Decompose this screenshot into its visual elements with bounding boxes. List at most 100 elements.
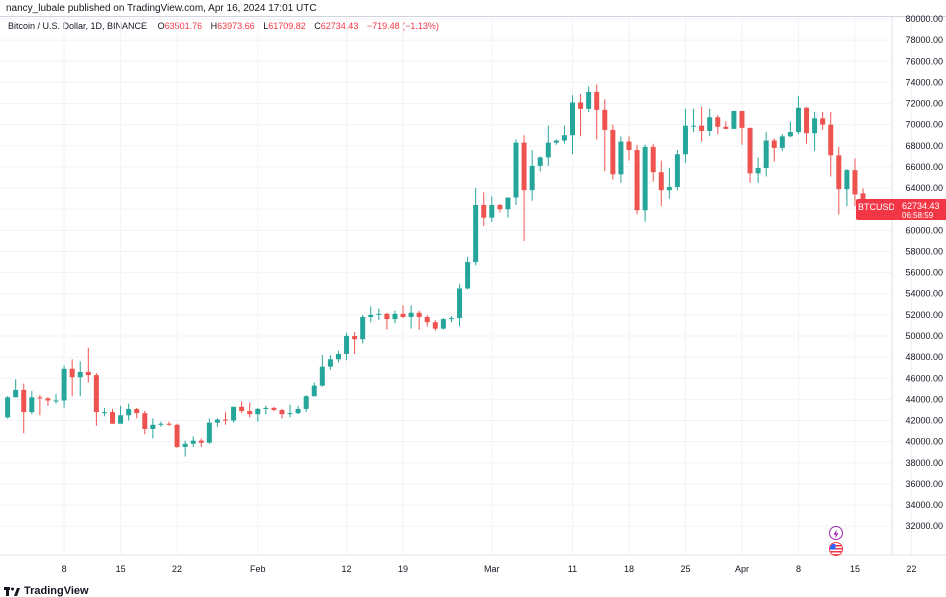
candle-body [158, 423, 164, 425]
candle-body [174, 424, 180, 447]
candle-body [101, 412, 107, 414]
price-tick-label: 52000.00 [905, 310, 943, 320]
candle-body [295, 408, 301, 414]
candle-body [682, 125, 688, 155]
time-tick-label: 22 [906, 564, 916, 574]
price-tick-label: 48000.00 [905, 352, 943, 362]
candle-body [400, 313, 406, 317]
header-divider [0, 16, 946, 17]
candle-body [497, 204, 503, 210]
candle-body [247, 411, 253, 415]
candle-body [771, 140, 777, 148]
candle-body [77, 371, 83, 378]
price-tick-label: 64000.00 [905, 183, 943, 193]
candle-body [142, 413, 148, 429]
footer-brand[interactable]: TradingView [24, 585, 89, 597]
candle-body [820, 118, 826, 125]
candle-body [287, 413, 293, 415]
candle-body [327, 359, 333, 367]
candle-body [440, 319, 446, 329]
candle-body [231, 406, 237, 421]
time-tick-label: 8 [796, 564, 801, 574]
candle-body [723, 126, 729, 129]
candle-body [271, 407, 277, 410]
price-tick-label: 56000.00 [905, 268, 943, 278]
price-tick-label: 74000.00 [905, 77, 943, 87]
candle-body [239, 406, 245, 412]
candle-body [513, 142, 519, 198]
candle-body [457, 288, 463, 319]
candle-body [610, 129, 616, 175]
candle-body [844, 170, 850, 190]
candle-body [860, 193, 866, 202]
candle-body [29, 397, 35, 413]
us-flag-icon[interactable] [829, 542, 843, 556]
candle-body [473, 204, 479, 263]
candle-body [739, 110, 745, 128]
close-value: 62734.43 [320, 21, 359, 31]
price-tick-label: 50000.00 [905, 331, 943, 341]
price-tick-label: 46000.00 [905, 373, 943, 383]
low-label: L [263, 21, 269, 31]
time-tick-label: Feb [250, 564, 266, 574]
candle-body [37, 397, 43, 399]
candle-body [21, 389, 27, 413]
candle-body [795, 107, 801, 133]
price-tag-symbol: BTCUSD [858, 202, 896, 212]
candle-body [45, 398, 51, 401]
lightning-icon[interactable] [829, 526, 843, 540]
candle-body [779, 136, 785, 148]
low-value: 61709.82 [268, 21, 306, 31]
price-tick-label: 60000.00 [905, 225, 943, 235]
candle-body [190, 440, 196, 444]
candle-body [311, 385, 317, 397]
price-tick-label: 58000.00 [905, 246, 943, 256]
candle-body [150, 424, 156, 429]
candle-body [448, 318, 454, 320]
candle-body [376, 313, 382, 315]
time-axis[interactable]: 8 15 22 Feb 12 19 Mar 11 18 25 Apr 8 15 22 [0, 554, 946, 574]
price-tick-label: 76000.00 [905, 56, 943, 66]
time-tick-label: 22 [172, 564, 182, 574]
candle-body [222, 419, 228, 421]
symbol-name[interactable]: Bitcoin / U.S. Dollar, 1D, BINANCE [8, 21, 148, 31]
candle-body [691, 125, 697, 127]
price-axis[interactable]: 32000.00 34000.00 36000.00 38000.00 40000.00… [891, 14, 943, 555]
candle-body [658, 172, 664, 191]
candle-body [804, 107, 810, 134]
candle-body [755, 167, 761, 174]
candle-body [650, 146, 656, 173]
price-tick-label: 72000.00 [905, 99, 943, 109]
price-tag-value-box [894, 199, 946, 220]
candle-body [279, 409, 285, 415]
candle-body [408, 312, 414, 317]
open-value: 63501.76 [164, 21, 203, 31]
price-tag-countdown: 06:58:59 [902, 211, 934, 220]
time-tick-label: 15 [116, 564, 126, 574]
candle-body [182, 443, 188, 447]
tradingview-logo-icon[interactable] [4, 586, 20, 596]
price-tick-label: 54000.00 [905, 289, 943, 299]
candle-body [602, 109, 608, 130]
candle-body [392, 313, 398, 320]
price-tick-label: 34000.00 [905, 500, 943, 510]
time-tick-label: 11 [568, 564, 577, 574]
price-tick-label: 36000.00 [905, 479, 943, 489]
chart-grid [0, 17, 912, 555]
candle-body [852, 170, 858, 195]
candle-body [553, 140, 559, 143]
candle-body [505, 197, 511, 210]
candle-body [335, 353, 341, 360]
price-tick-label: 78000.00 [905, 35, 943, 45]
candle-body [666, 187, 672, 191]
candle-body [545, 142, 551, 158]
candle-body [763, 140, 769, 168]
time-tick-label: Mar [484, 564, 500, 574]
candle-body [715, 117, 721, 127]
candle-body [303, 396, 309, 409]
candle-body [561, 135, 567, 141]
candle-body [707, 117, 713, 132]
price-tick-label: 32000.00 [905, 521, 943, 531]
open-label: O [157, 21, 165, 31]
